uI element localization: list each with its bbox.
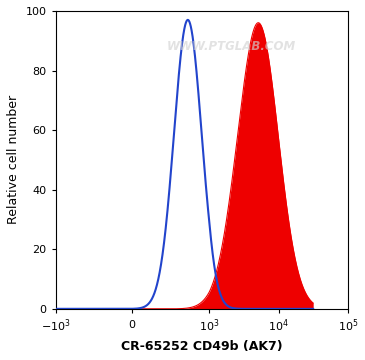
Text: WWW.PTGLAB.COM: WWW.PTGLAB.COM (166, 40, 296, 53)
X-axis label: CR-65252 CD49b (AK7): CR-65252 CD49b (AK7) (121, 340, 283, 353)
Y-axis label: Relative cell number: Relative cell number (7, 95, 20, 225)
